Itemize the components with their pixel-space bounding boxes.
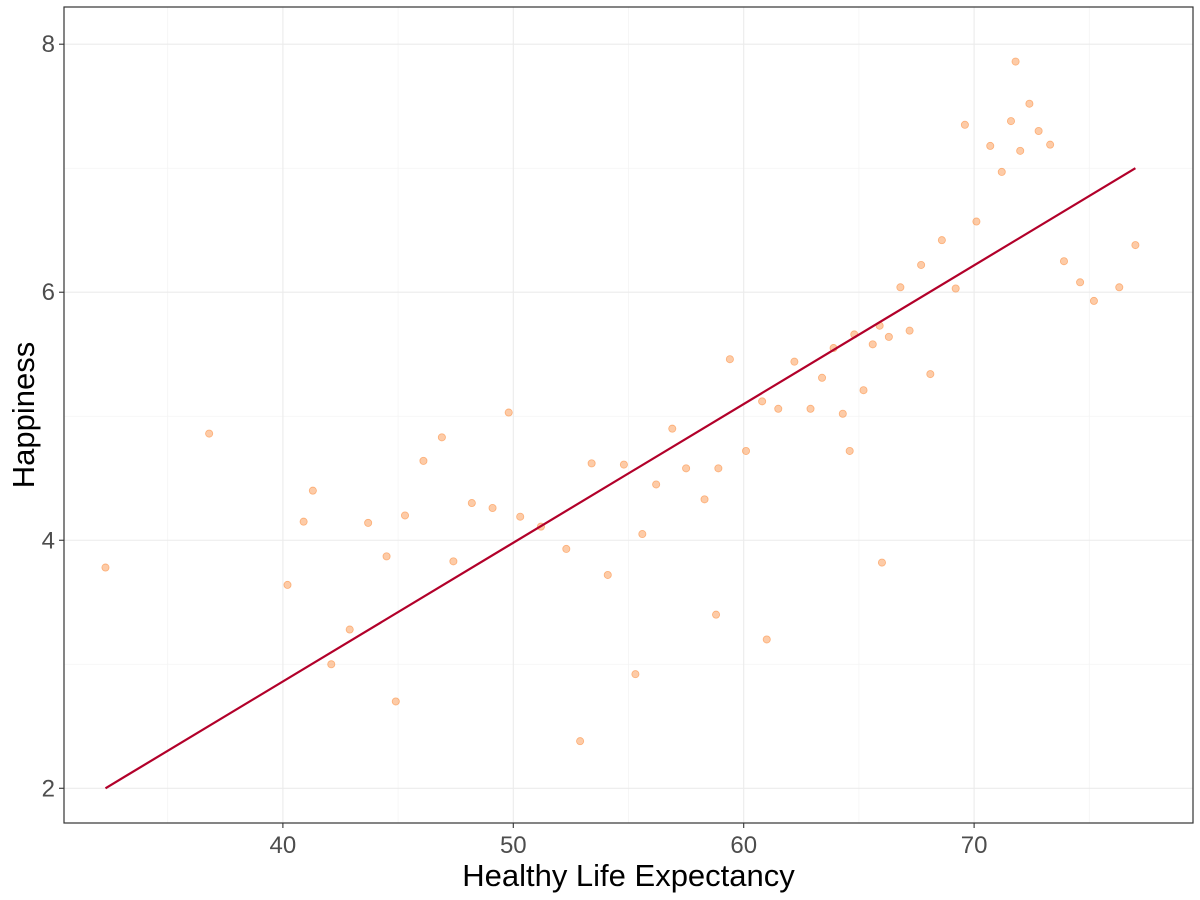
fit-line [104,167,1136,790]
data-point [504,408,513,417]
data-point [467,499,476,508]
x-tick-label: 70 [961,832,988,859]
data-point [327,660,336,669]
data-point [884,332,893,341]
data-point [845,446,854,455]
data-point [790,357,799,366]
data-point [972,217,981,226]
data-point [382,552,391,561]
data-point [437,433,446,442]
data-point [587,459,596,468]
data-point [682,464,691,473]
y-tick-label: 2 [42,775,55,802]
axis-ticks: 40 50 60 70 2 4 6 8 [42,31,988,859]
data-point [818,373,827,382]
x-tick-label: 40 [270,832,297,859]
data-point [762,635,771,644]
data-point [742,446,751,455]
data-point [905,326,914,335]
data-point [631,670,640,679]
x-axis-title: Healthy Life Expectancy [462,858,795,893]
x-tick-label: 60 [730,832,757,859]
data-point [1034,127,1043,136]
x-tick-label: 50 [500,832,527,859]
data-point [419,456,428,465]
data-point [712,610,721,619]
data-point [1089,296,1098,305]
data-point [838,409,847,418]
data-point [638,530,647,539]
data-point [700,495,709,504]
data-point [1025,99,1034,108]
data-point [1076,278,1085,287]
data-point [917,260,926,269]
data-point [896,283,905,292]
data-point [391,697,400,706]
data-point [1016,146,1025,155]
y-tick-label: 6 [42,279,55,306]
data-point [774,404,783,413]
data-point [986,141,995,150]
data-point [101,563,110,572]
data-point [516,512,525,521]
data-point [937,236,946,245]
data-point [725,355,734,364]
data-point [714,464,723,473]
data-point [1011,57,1020,66]
data-point [997,167,1006,176]
data-point [562,544,571,553]
data-point [619,460,628,469]
data-point [668,424,677,433]
data-point [299,517,308,526]
data-point [283,580,292,589]
data-point [1059,257,1068,266]
data-point [1115,283,1124,292]
data-point [868,340,877,349]
fit-line-layer [104,167,1136,790]
data-point [364,518,373,527]
data-point [1046,140,1055,149]
data-point [1131,241,1140,250]
data-points [101,57,1140,746]
data-point [576,737,585,746]
data-point [806,404,815,413]
data-point [926,370,935,379]
grid-lines [64,7,1193,823]
data-point [401,511,410,520]
panel-border [63,6,1194,824]
y-tick-label: 4 [42,527,55,554]
data-point [449,557,458,566]
y-axis-title: Happiness [6,342,41,488]
data-point [758,397,767,406]
y-tick-label: 8 [42,31,55,58]
data-point [345,625,354,634]
data-point [603,570,612,579]
data-point [877,558,886,567]
data-point [488,504,497,513]
data-point [308,486,317,495]
data-point [951,284,960,293]
data-point [205,429,214,438]
data-point [1006,117,1015,126]
data-point [859,386,868,395]
data-point [652,480,661,489]
data-point [960,120,969,129]
